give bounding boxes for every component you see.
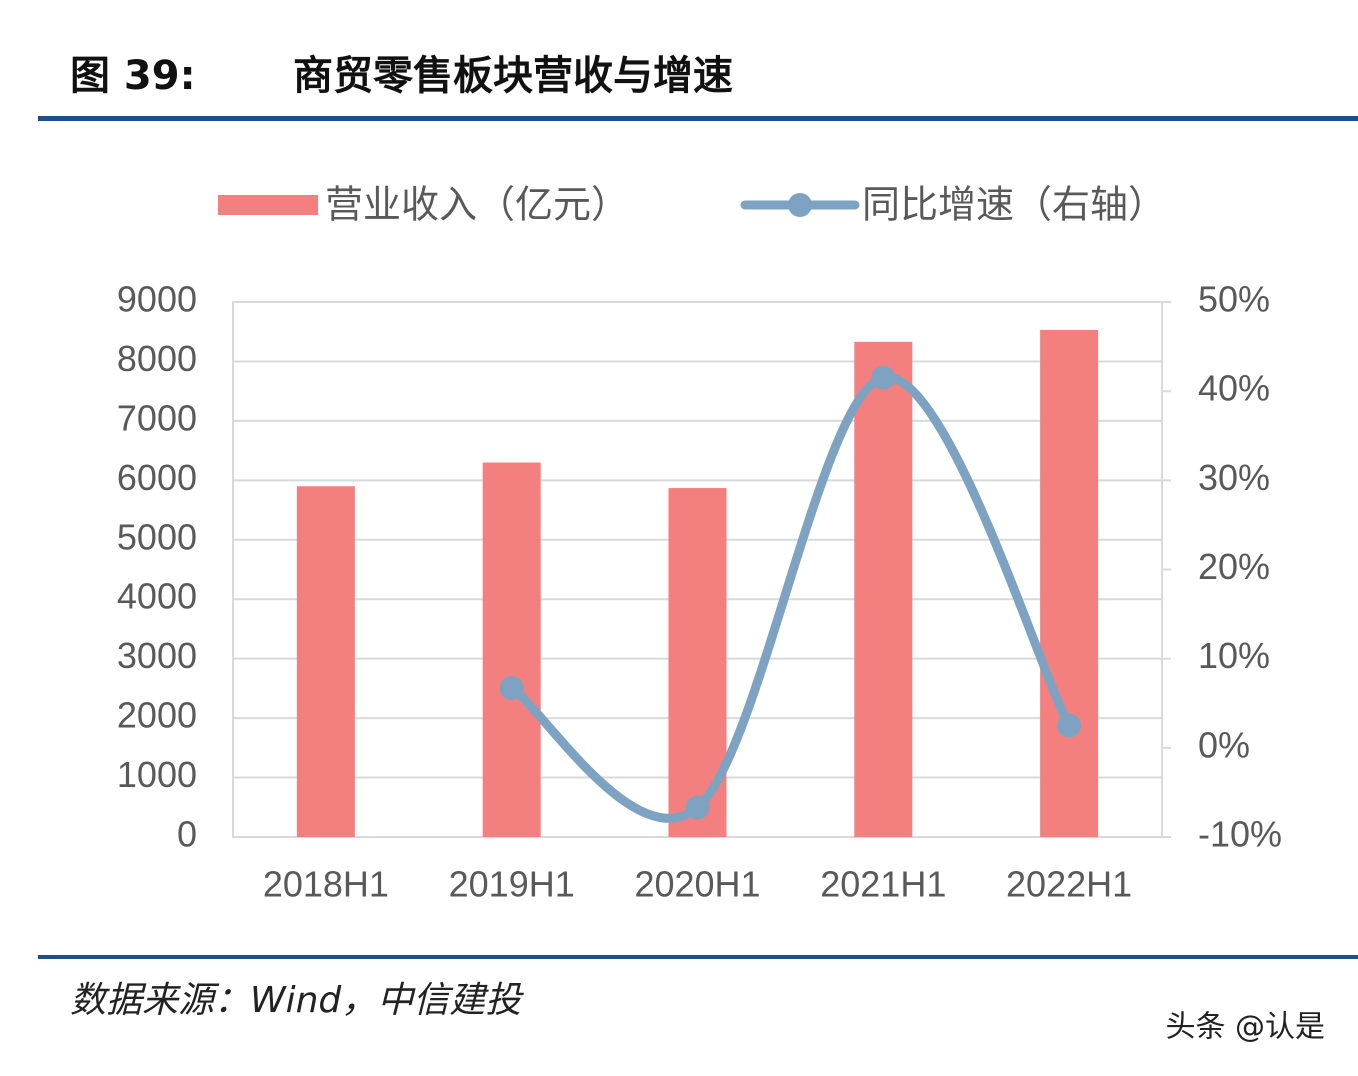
line bbox=[507, 373, 1074, 823]
figure-label: 图 39: bbox=[70, 53, 196, 99]
x-tick-label: 2019H1 bbox=[449, 864, 575, 905]
y-tick-label: 3000 bbox=[117, 635, 197, 676]
bar bbox=[854, 341, 913, 837]
source-note: 数据来源：Wind，中信建投 bbox=[70, 980, 524, 1021]
y-tick-label: 8000 bbox=[117, 338, 197, 379]
x-tick-label: 2021H1 bbox=[820, 864, 946, 905]
y2-tick-label: 30% bbox=[1198, 457, 1270, 498]
y-tick-label: 5000 bbox=[117, 516, 197, 557]
chart-title: 商贸零售板块营收与增速 bbox=[293, 53, 733, 99]
header-rule bbox=[38, 116, 1358, 121]
y2-tick-label: 40% bbox=[1198, 368, 1270, 409]
line-marker bbox=[871, 365, 896, 390]
y2-tick-label: 10% bbox=[1198, 635, 1270, 676]
bar bbox=[482, 462, 541, 837]
y2-tick-label: 50% bbox=[1198, 279, 1270, 320]
y-tick-label: 0 bbox=[177, 814, 197, 855]
y-tick-label: 1000 bbox=[117, 754, 197, 795]
x-tick-label: 2020H1 bbox=[634, 864, 760, 905]
x-tick-label: 2022H1 bbox=[1006, 864, 1132, 905]
line-marker bbox=[499, 676, 524, 701]
watermark: 头条 @认是 bbox=[1165, 1010, 1325, 1045]
legend-swatch bbox=[218, 195, 318, 215]
y-tick-label: 4000 bbox=[117, 576, 197, 617]
y2-tick-label: 0% bbox=[1198, 724, 1250, 765]
y2-tick-label: -10% bbox=[1198, 814, 1282, 855]
legend-label: 同比增速（右轴） bbox=[862, 183, 1166, 227]
x-tick-label: 2018H1 bbox=[263, 864, 389, 905]
legend-marker bbox=[788, 193, 812, 217]
line-marker bbox=[685, 795, 710, 820]
y-tick-label: 9000 bbox=[117, 279, 197, 320]
y2-tick-label: 20% bbox=[1198, 546, 1270, 587]
footer-rule bbox=[38, 955, 1358, 959]
y-tick-label: 6000 bbox=[117, 457, 197, 498]
y-tick-label: 2000 bbox=[117, 695, 197, 736]
legend-label: 营业收入（亿元） bbox=[325, 183, 629, 227]
line-marker bbox=[1057, 713, 1082, 738]
y-tick-label: 7000 bbox=[117, 397, 197, 438]
bar bbox=[296, 486, 355, 837]
bar bbox=[1040, 329, 1099, 837]
